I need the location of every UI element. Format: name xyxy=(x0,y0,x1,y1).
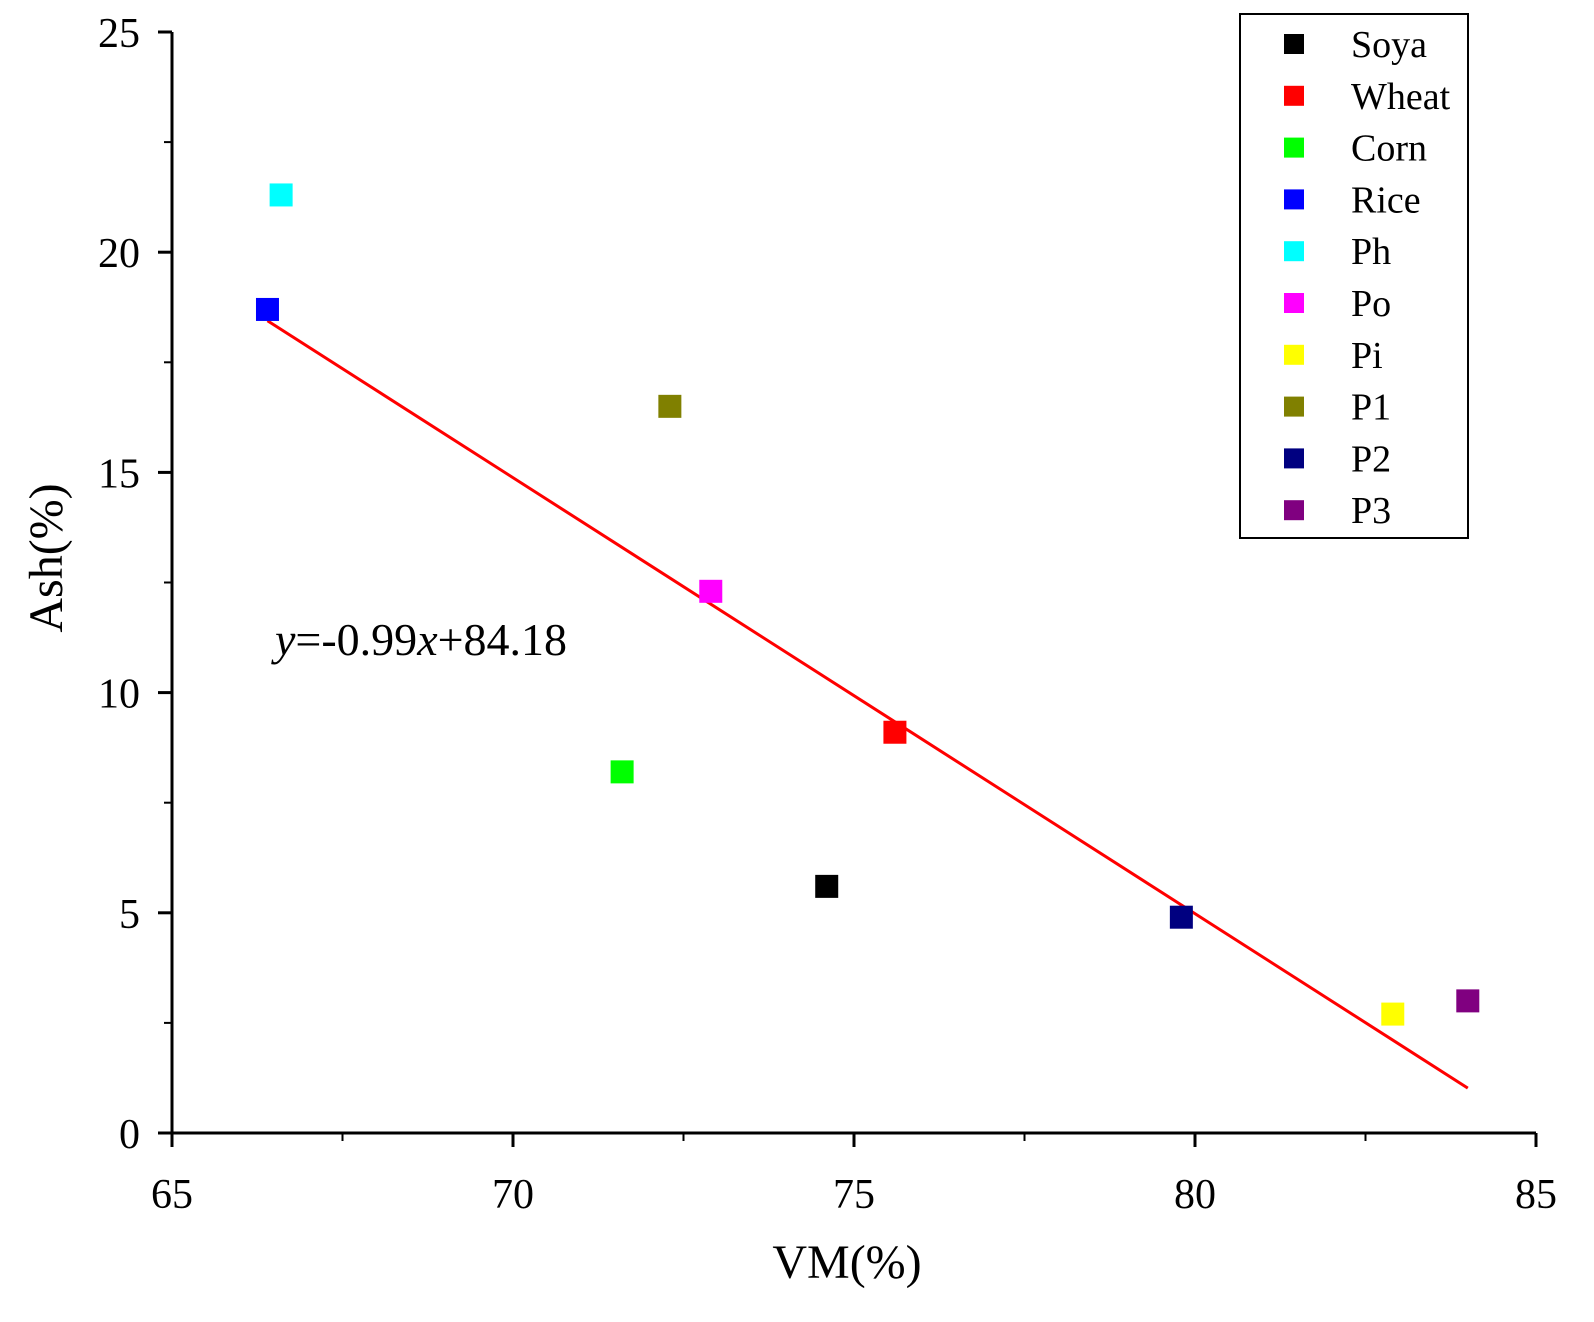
legend-label-p2: P2 xyxy=(1351,438,1391,480)
y-tick-label: 25 xyxy=(98,11,140,57)
legend-swatch-pi xyxy=(1284,344,1304,365)
data-point-corn xyxy=(610,760,634,784)
x-tick-label: 75 xyxy=(833,1172,875,1218)
legend-box xyxy=(1239,13,1469,539)
data-point-p1 xyxy=(658,394,682,418)
y-tick-label: 0 xyxy=(119,1112,140,1158)
legend-label-p3: P3 xyxy=(1351,490,1391,532)
y-tick-label: 20 xyxy=(98,231,140,277)
legend-label-wheat: Wheat xyxy=(1351,76,1451,118)
data-point-pi xyxy=(1381,1002,1405,1026)
y-tick-label: 5 xyxy=(119,892,140,938)
legend-swatch-p2 xyxy=(1284,448,1304,469)
x-tick-label: 65 xyxy=(151,1172,193,1218)
data-point-po xyxy=(699,579,723,603)
equation-label: y=-0.99x+84.18 xyxy=(271,614,567,665)
x-tick-label: 80 xyxy=(1174,1172,1216,1218)
data-point-p3 xyxy=(1456,989,1480,1013)
legend-label-po: Po xyxy=(1351,283,1391,325)
data-point-wheat xyxy=(883,720,907,744)
legend-swatch-p1 xyxy=(1284,396,1304,417)
fit-line xyxy=(266,319,1469,1090)
data-points xyxy=(255,183,1480,1026)
fit-line-group xyxy=(266,319,1469,1090)
x-tick-label: 70 xyxy=(492,1172,534,1218)
legend-label-pi: Pi xyxy=(1351,335,1383,377)
legend-swatch-corn xyxy=(1284,137,1304,158)
legend-label-soya: Soya xyxy=(1351,24,1427,66)
equation-slope: =-0.99 xyxy=(295,614,417,665)
y-tick-label: 15 xyxy=(98,451,140,497)
legend-label-ph: Ph xyxy=(1351,231,1391,273)
equation-x: x xyxy=(416,614,438,665)
legend-swatch-ph xyxy=(1284,241,1304,262)
legend-label-rice: Rice xyxy=(1351,179,1421,221)
data-point-soya xyxy=(815,874,839,898)
data-point-rice xyxy=(255,297,279,321)
equation-intercept: +84.18 xyxy=(438,614,567,665)
equation-y: y xyxy=(271,614,296,665)
x-tick-label: 85 xyxy=(1515,1172,1557,1218)
x-axis-label: VM(%) xyxy=(772,1236,921,1289)
legend-swatch-wheat xyxy=(1284,85,1304,106)
legend-swatch-po xyxy=(1284,293,1304,313)
legend-label-corn: Corn xyxy=(1351,128,1427,170)
legend: Soya Wheat Corn Rice Ph Po Pi P1 P2 P3 xyxy=(1239,13,1469,539)
legend-swatch-rice xyxy=(1284,189,1304,210)
data-point-ph xyxy=(269,183,293,207)
y-axis-label: Ash(%) xyxy=(20,483,73,632)
legend-swatch-soya xyxy=(1284,34,1304,54)
y-tick-label: 10 xyxy=(98,672,140,718)
data-point-p2 xyxy=(1169,905,1193,929)
legend-label-p1: P1 xyxy=(1351,387,1391,429)
axes: 65 70 75 80 85 0 5 10 15 20 25 xyxy=(98,11,1557,1218)
legend-swatch-p3 xyxy=(1284,500,1304,521)
